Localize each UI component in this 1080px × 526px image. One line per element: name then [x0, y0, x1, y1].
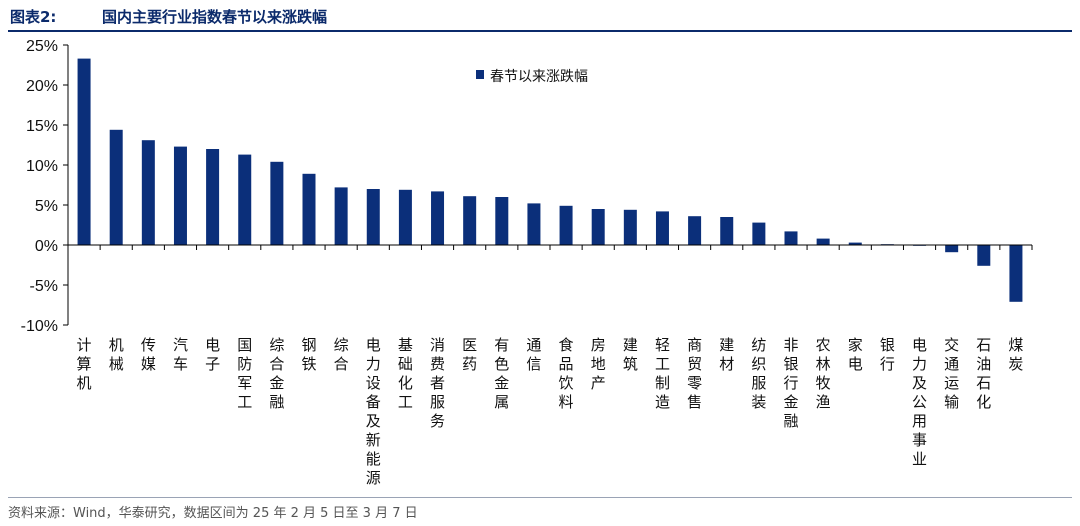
- x-category-label: 商贸零售: [687, 336, 702, 411]
- legend-label: 春节以来涨跌幅: [490, 69, 588, 85]
- x-category-label: 石油石化: [976, 336, 991, 411]
- bar: [655, 211, 669, 245]
- y-tick-label: 20%: [26, 78, 58, 95]
- x-category-label: 建筑: [623, 336, 638, 373]
- bar: [431, 191, 445, 245]
- x-category-label: 有色金属: [494, 336, 509, 411]
- x-category-label: 综合金融: [269, 336, 284, 411]
- bar: [77, 58, 91, 245]
- bar: [816, 238, 830, 245]
- bar: [559, 205, 573, 245]
- chart-title: 国内主要行业指数春节以来涨跌幅: [102, 8, 328, 26]
- source-divider: [8, 497, 1072, 498]
- title-divider: [8, 30, 1072, 32]
- y-tick-label: 10%: [26, 158, 58, 175]
- x-category-label: 轻工制造: [655, 336, 670, 411]
- x-category-label: 纺织服装: [751, 336, 766, 411]
- x-category-label: 消费者服务: [430, 336, 445, 430]
- bar: [527, 203, 541, 245]
- bar: [206, 149, 220, 245]
- x-category-label: 国防军工: [237, 336, 252, 411]
- x-category-label: 医药: [462, 336, 477, 373]
- bar: [623, 209, 637, 245]
- bar: [398, 189, 412, 245]
- x-category-label: 食品饮料: [559, 336, 574, 411]
- bar: [977, 245, 991, 266]
- figure-label: 图表2:: [10, 8, 57, 26]
- x-category-label: 电子: [205, 336, 220, 373]
- bar: [688, 216, 702, 245]
- y-tick-label: -5%: [30, 278, 58, 295]
- bar: [302, 173, 316, 245]
- bar: [784, 231, 798, 245]
- bar: [720, 217, 734, 245]
- bar: [173, 146, 187, 245]
- x-category-label: 钢铁: [301, 336, 316, 373]
- x-category-label: 房地产: [591, 336, 606, 392]
- bar: [591, 209, 605, 245]
- x-category-label: 非银行金融: [783, 336, 798, 430]
- x-category-label: 电力及公用事业: [912, 336, 927, 468]
- x-category-label: 传媒: [141, 336, 156, 373]
- bar: [238, 154, 252, 245]
- x-category-label: 银行: [880, 336, 895, 373]
- x-category-label: 计算机: [77, 336, 92, 392]
- bar: [463, 196, 477, 245]
- x-category-label: 交通运输: [944, 336, 959, 411]
- bar: [848, 242, 862, 245]
- bar: [334, 187, 348, 245]
- x-category-label: 农林牧渔: [816, 336, 831, 411]
- y-tick-label: 5%: [35, 198, 58, 215]
- x-category-label: 建材: [719, 336, 734, 373]
- bar: [945, 245, 959, 253]
- x-category-label: 基础化工: [398, 336, 413, 411]
- y-tick-label: 15%: [26, 118, 58, 135]
- legend-swatch: [476, 70, 484, 79]
- x-category-label: 通信: [526, 336, 541, 373]
- bar: [495, 197, 509, 245]
- bar: [366, 189, 380, 245]
- y-tick-label: 25%: [26, 38, 58, 55]
- x-category-label: 煤炭: [1008, 336, 1023, 373]
- x-category-label: 综合: [334, 336, 349, 373]
- y-tick-label: -10%: [21, 318, 58, 335]
- x-category-label: 电力设备及新能源: [366, 336, 381, 487]
- x-category-label: 机械: [109, 336, 124, 373]
- x-category-label: 家电: [848, 336, 863, 373]
- title-row: 图表2: 国内主要行业指数春节以来涨跌幅: [10, 6, 1070, 28]
- bar: [141, 140, 155, 245]
- x-category-label: 汽车: [173, 336, 188, 373]
- bar: [752, 222, 766, 245]
- bar: [270, 161, 284, 245]
- bar: [1009, 245, 1023, 302]
- y-tick-label: 0%: [35, 238, 58, 255]
- bar: [109, 129, 123, 245]
- source-note: 资料来源：Wind，华泰研究，数据区间为 25 年 2 月 5 日至 3 月 7…: [8, 506, 418, 521]
